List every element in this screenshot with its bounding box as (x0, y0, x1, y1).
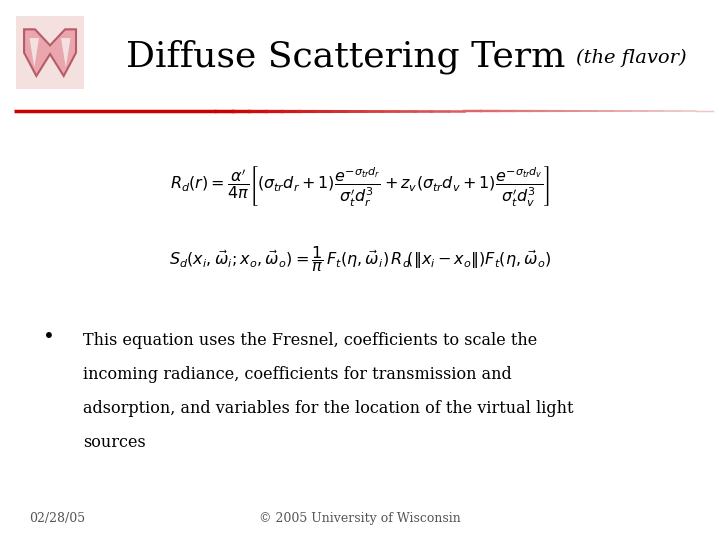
Text: © 2005 University of Wisconsin: © 2005 University of Wisconsin (259, 512, 461, 525)
Text: $S_d(x_i,\vec{\omega}_i;x_o,\vec{\omega}_o)=\dfrac{1}{\pi}\,F_t(\eta,\vec{\omega: $S_d(x_i,\vec{\omega}_i;x_o,\vec{\omega}… (169, 244, 551, 274)
Text: This equation uses the Fresnel, coefficients to scale the: This equation uses the Fresnel, coeffici… (83, 332, 537, 349)
Polygon shape (24, 29, 76, 76)
Text: incoming radiance, coefficients for transmission and: incoming radiance, coefficients for tran… (83, 366, 511, 383)
Text: sources: sources (83, 434, 145, 451)
Text: 02/28/05: 02/28/05 (29, 512, 85, 525)
Text: (the flavor): (the flavor) (576, 49, 687, 67)
Text: adsorption, and variables for the location of the virtual light: adsorption, and variables for the locati… (83, 400, 573, 417)
FancyBboxPatch shape (16, 16, 84, 89)
Polygon shape (61, 38, 71, 68)
Polygon shape (30, 38, 39, 68)
Text: •: • (43, 327, 55, 346)
Text: Diffuse Scattering Term: Diffuse Scattering Term (126, 39, 565, 74)
Text: $R_d(r)=\dfrac{\alpha^{\prime}}{4\pi}\left[(\sigma_{tr}d_r+1)\dfrac{e^{-\sigma_{: $R_d(r)=\dfrac{\alpha^{\prime}}{4\pi}\le… (170, 164, 550, 208)
